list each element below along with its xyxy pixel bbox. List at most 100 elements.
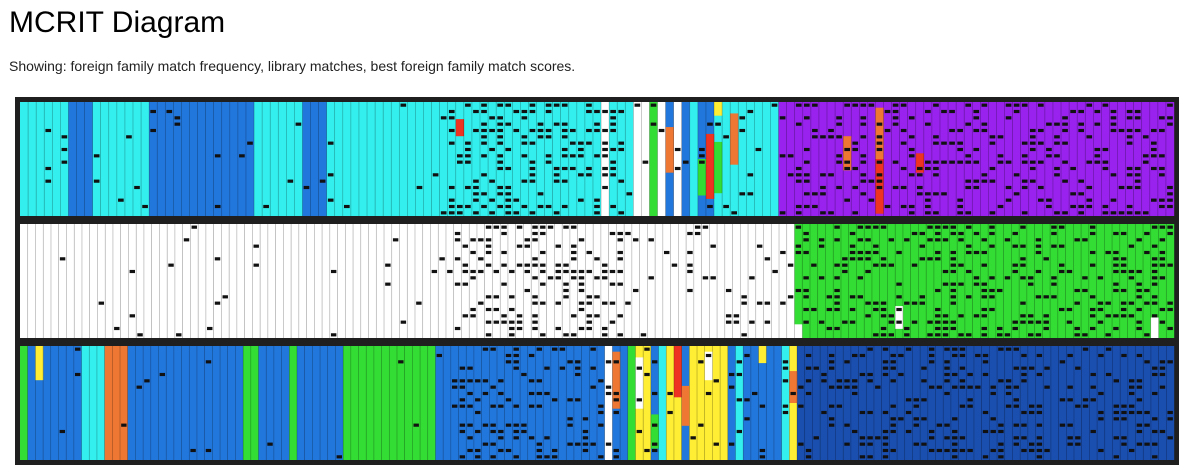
column-overlay <box>843 136 852 171</box>
match-cell <box>998 455 1004 459</box>
match-cell <box>536 391 542 396</box>
column-stripe <box>673 346 682 460</box>
match-cell <box>1113 250 1119 255</box>
match-cell <box>1159 257 1166 261</box>
match-cell <box>905 410 912 415</box>
column-stripe <box>294 102 303 216</box>
column-stripe <box>620 346 628 460</box>
match-cell <box>602 154 608 158</box>
match-cell <box>1159 128 1165 133</box>
column-stripe <box>1052 102 1062 216</box>
column-stripe <box>20 224 28 338</box>
match-cell <box>844 160 850 164</box>
column-stripe <box>670 224 679 338</box>
column-stripe <box>1165 102 1175 216</box>
match-cell <box>1005 160 1012 164</box>
match-cell <box>625 301 631 305</box>
column-stripe <box>589 346 598 460</box>
match-cell <box>812 204 818 209</box>
match-cell <box>602 128 608 133</box>
match-cell <box>1036 423 1043 427</box>
match-cell <box>782 360 789 364</box>
match-cell <box>609 282 616 286</box>
match-cell <box>852 353 858 358</box>
match-cell <box>513 366 519 370</box>
match-cell <box>590 385 596 389</box>
match-cell <box>652 448 658 453</box>
match-cell <box>896 307 902 312</box>
match-cell <box>950 269 956 274</box>
column-stripe <box>81 346 90 460</box>
match-cell <box>844 385 850 389</box>
match-cell <box>563 263 569 267</box>
match-cell <box>834 326 840 331</box>
column-stripe <box>496 102 505 216</box>
column-stripe <box>1104 224 1113 338</box>
match-cell <box>997 135 1004 139</box>
match-cell <box>465 185 471 190</box>
match-cell <box>1066 320 1073 324</box>
column-stripe <box>81 224 90 338</box>
match-cell <box>1062 211 1068 215</box>
column-stripe <box>296 346 305 460</box>
match-cell <box>787 154 794 158</box>
match-cell <box>485 250 492 255</box>
match-cell <box>1120 263 1127 267</box>
match-cell <box>890 366 896 370</box>
match-cell <box>1028 320 1034 324</box>
match-cell <box>540 333 546 337</box>
match-cell <box>555 244 561 248</box>
match-cell <box>698 423 704 427</box>
match-cell <box>617 238 623 242</box>
match-cell <box>451 404 458 408</box>
column-stripe <box>458 346 467 460</box>
match-cell <box>888 314 895 318</box>
match-cell <box>959 436 966 440</box>
match-cell <box>1151 295 1158 299</box>
mcrit-diagram-svg <box>20 102 1175 460</box>
match-cell <box>490 429 496 434</box>
column-stripe <box>427 346 436 460</box>
column-stripe <box>931 102 941 216</box>
match-cell <box>834 225 840 229</box>
match-cell <box>567 442 573 446</box>
match-cell <box>214 204 221 209</box>
match-cell <box>610 204 616 209</box>
match-cell <box>882 360 889 364</box>
match-cell <box>950 320 956 324</box>
match-cell <box>555 326 561 331</box>
match-cell <box>782 366 789 370</box>
match-cell <box>1167 192 1173 196</box>
column-stripe <box>412 346 421 460</box>
column-stripe <box>689 102 699 216</box>
column-stripe <box>189 102 198 216</box>
match-cell <box>459 423 466 427</box>
column-stripe <box>748 224 756 338</box>
match-cell <box>873 307 879 312</box>
column-stripe <box>189 346 198 460</box>
column-stripe <box>956 102 965 216</box>
column-stripe <box>310 102 319 216</box>
match-cell <box>989 295 995 299</box>
match-cell <box>45 179 52 183</box>
match-cell <box>642 160 649 164</box>
column-stripe <box>732 224 741 338</box>
column-stripe <box>326 102 335 216</box>
match-cell <box>1054 211 1060 215</box>
match-cell <box>118 198 124 202</box>
match-cell <box>501 263 507 267</box>
match-cell <box>1005 103 1012 107</box>
match-cell <box>935 288 941 293</box>
match-cell <box>958 282 964 286</box>
match-cell <box>1005 385 1012 389</box>
column-stripe <box>414 224 423 338</box>
match-cell <box>1029 179 1036 183</box>
page-subtitle: Showing: foreign family match frequency,… <box>9 58 576 74</box>
match-cell <box>890 379 896 383</box>
column-stripe <box>923 102 933 216</box>
match-cell <box>1062 116 1068 120</box>
match-cell <box>1128 379 1135 383</box>
match-cell <box>416 185 423 190</box>
match-cell <box>942 225 949 229</box>
match-cell <box>1144 442 1150 446</box>
